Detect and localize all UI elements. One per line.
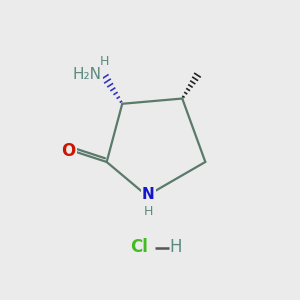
Text: H₂N: H₂N (73, 68, 102, 82)
Text: H: H (100, 55, 109, 68)
Text: N: N (142, 187, 155, 202)
Text: H: H (144, 205, 153, 218)
Text: O: O (61, 142, 76, 160)
Text: H: H (169, 238, 182, 256)
Text: Cl: Cl (130, 238, 148, 256)
